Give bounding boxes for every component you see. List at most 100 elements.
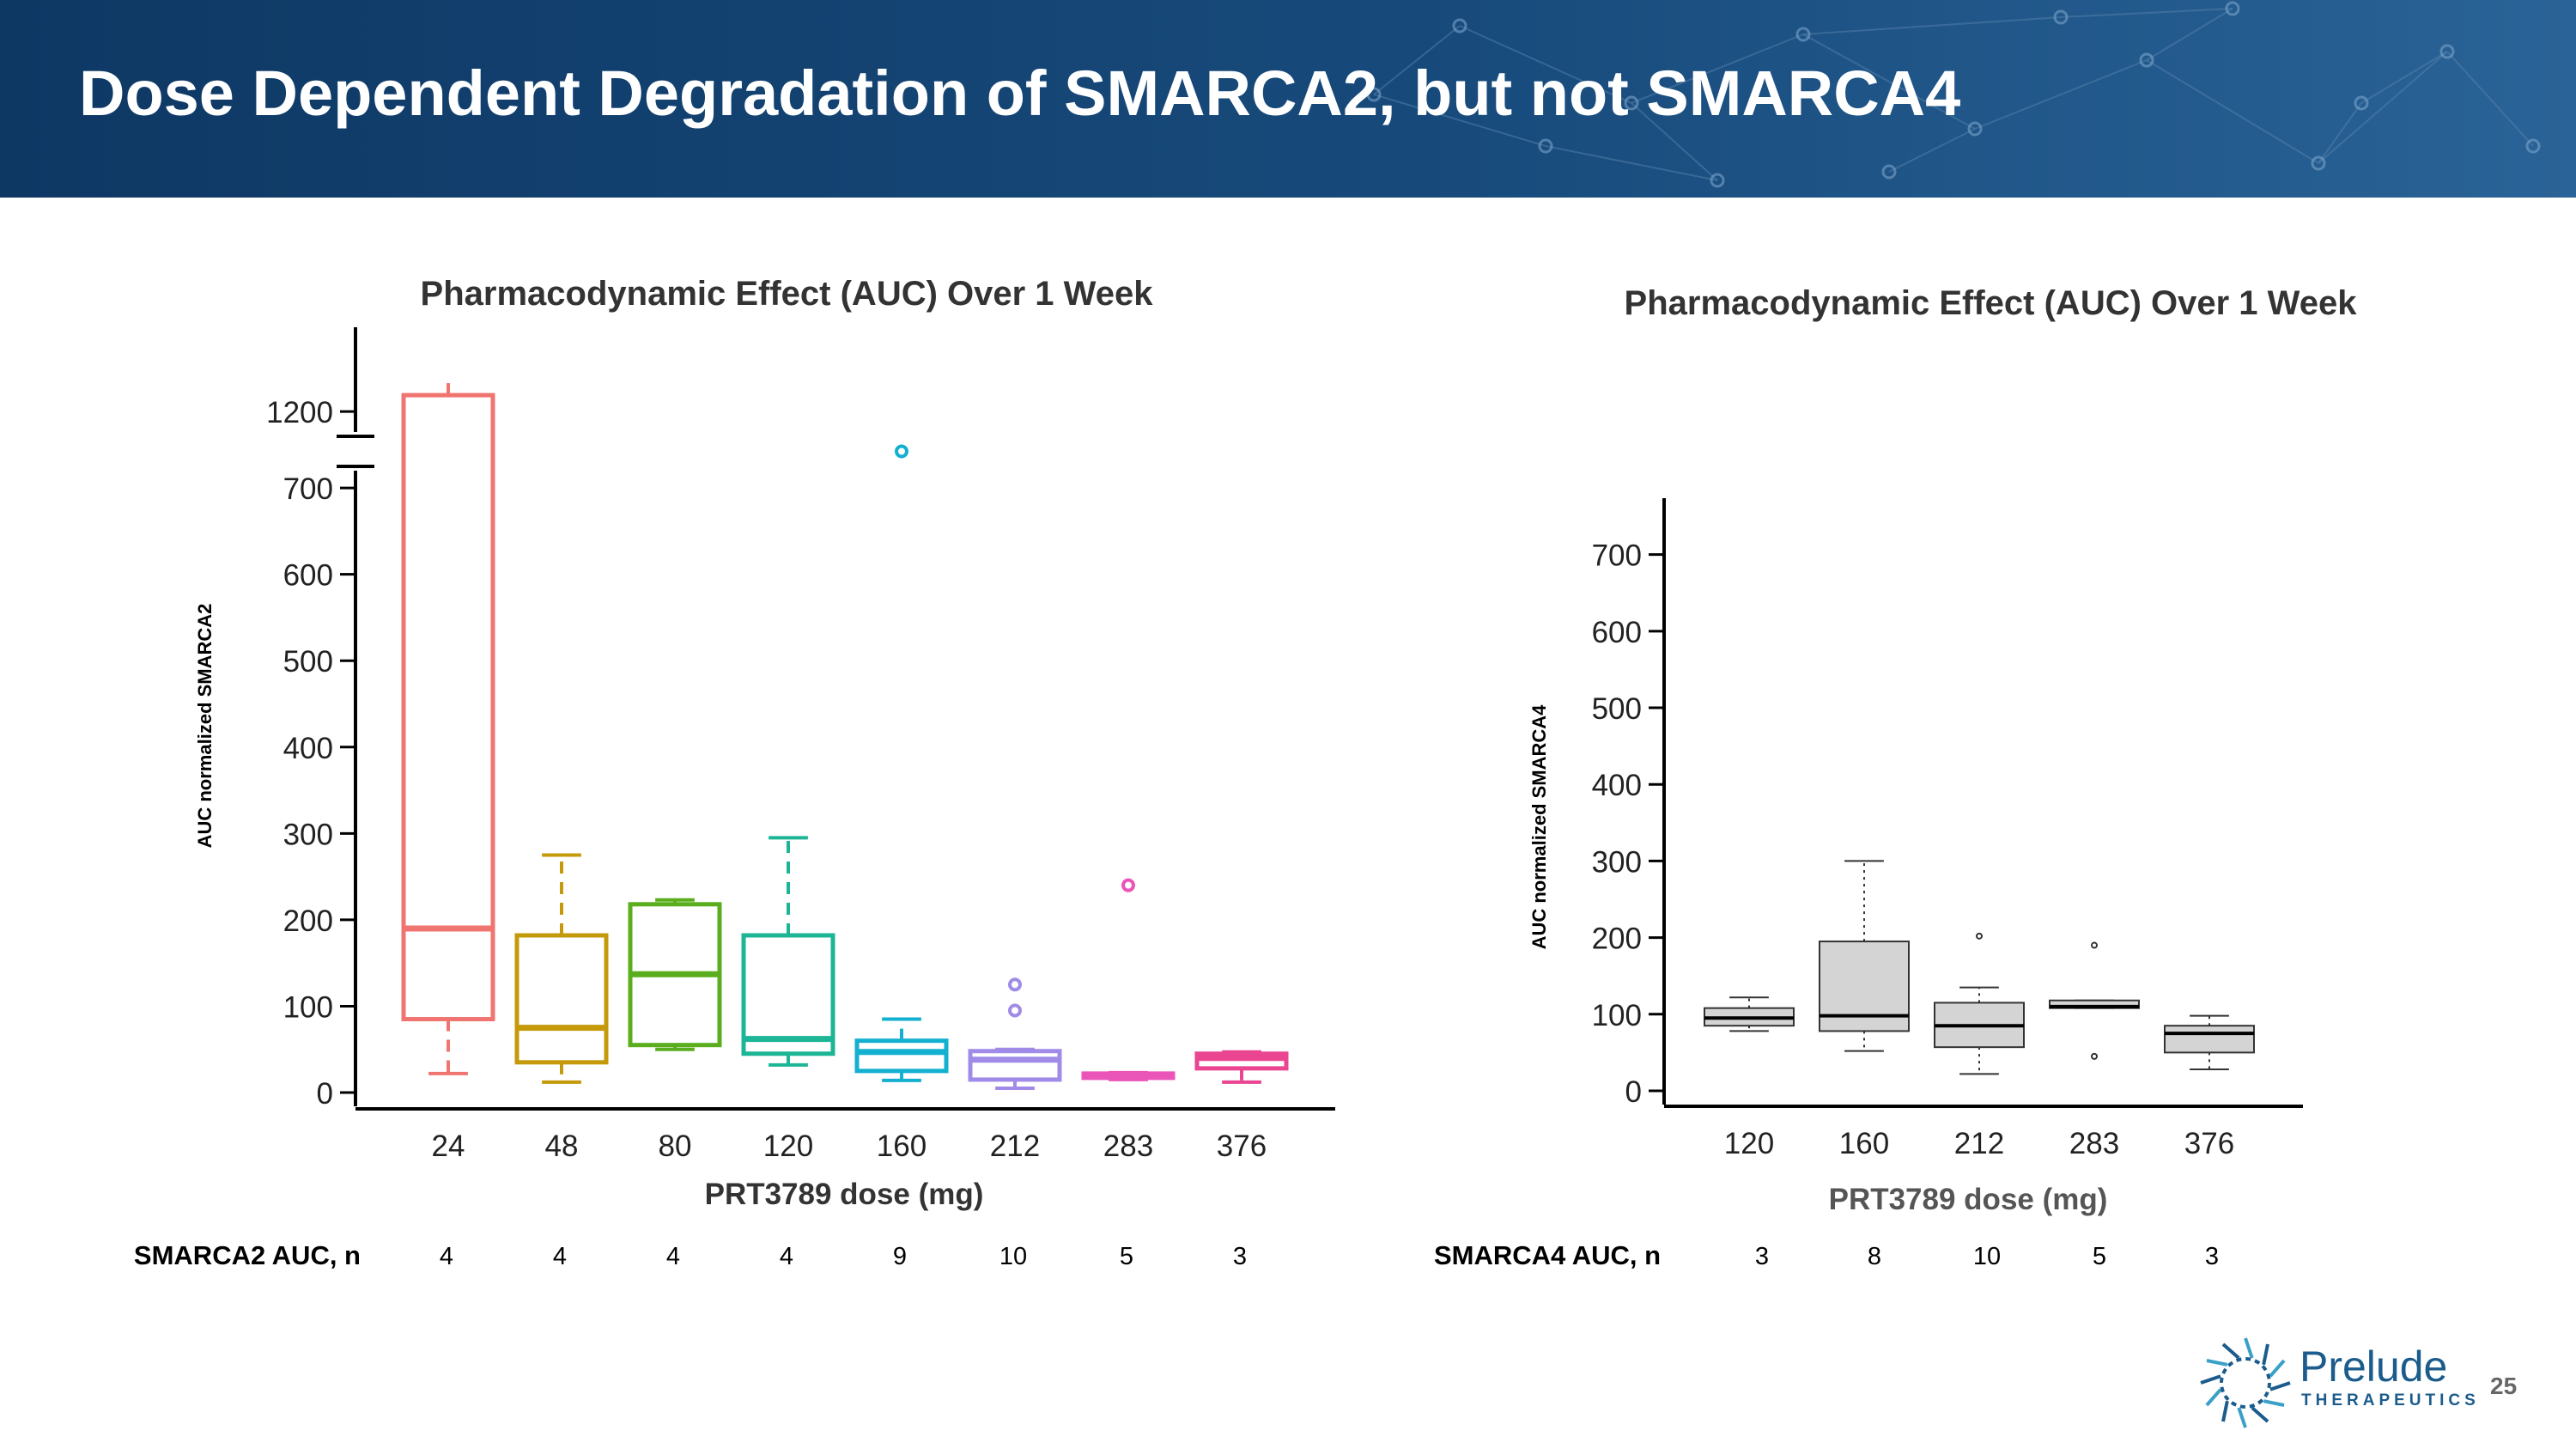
logo-ray <box>2244 1337 2254 1359</box>
x-tick-label: 376 <box>2184 1127 2234 1160</box>
y-tick-label: 300 <box>1592 845 1642 879</box>
x-axis-label: PRT3789 dose (mg) <box>705 1178 984 1211</box>
network-line <box>1974 59 2148 130</box>
n-value: 3 <box>2205 1243 2219 1270</box>
y-tick-label: 300 <box>283 818 333 851</box>
logo-ring <box>2220 1357 2271 1409</box>
x-tick-label: 80 <box>659 1129 692 1163</box>
x-tick-label: 48 <box>545 1129 579 1163</box>
y-tick-label: 0 <box>317 1077 333 1111</box>
network-line <box>2446 51 2534 147</box>
network-line <box>2146 8 2233 61</box>
network-line <box>1459 25 1632 104</box>
n-value: 5 <box>1120 1243 1133 1270</box>
network-line <box>1802 16 2062 35</box>
y-tick-label: 200 <box>283 904 333 938</box>
network-line <box>1373 94 1546 147</box>
x-tick-label: 212 <box>990 1129 1040 1163</box>
n-value: 4 <box>440 1243 453 1270</box>
brand-name: Prelude <box>2300 1342 2448 1391</box>
y-tick-label: 200 <box>1592 922 1642 956</box>
n-value: 8 <box>1868 1243 1881 1270</box>
x-tick-label: 283 <box>2069 1127 2119 1160</box>
x-tick-label: 376 <box>1217 1129 1267 1163</box>
n-value: 3 <box>1755 1243 1769 1270</box>
box-iqr <box>514 933 609 1065</box>
n-value: 9 <box>893 1243 907 1270</box>
network-line <box>1631 102 1718 181</box>
network-line <box>2146 59 2319 164</box>
network-node <box>2439 44 2455 59</box>
network-line <box>1373 25 1461 95</box>
box-iqr <box>1819 941 1910 1032</box>
y-tick-label: 500 <box>1592 692 1642 726</box>
logo-ray <box>2237 1407 2247 1428</box>
network-node <box>1795 27 1811 42</box>
network-node <box>1624 95 1639 111</box>
brand-tagline: THERAPEUTICS <box>2301 1391 2480 1409</box>
logo-ray <box>2200 1374 2221 1385</box>
outlier-point <box>1008 977 1022 992</box>
y-tick-label: 1200 <box>266 396 333 429</box>
x-tick-label: 160 <box>1839 1127 1889 1160</box>
y-tick-label: 100 <box>283 990 333 1024</box>
y-tick-label: 0 <box>1625 1075 1642 1109</box>
outlier-point <box>1121 878 1135 892</box>
chart-title: Pharmacodynamic Effect (AUC) Over 1 Week <box>421 275 1154 313</box>
box-iqr <box>968 1049 1062 1082</box>
x-axis-label: PRT3789 dose (mg) <box>1829 1183 2108 1216</box>
network-node <box>1710 173 1725 188</box>
y-tick-label: 100 <box>1592 999 1642 1032</box>
network-line <box>1545 145 1718 181</box>
logo-ray <box>2269 1359 2286 1378</box>
network-node <box>1366 87 1382 102</box>
y-tick-label: 500 <box>283 645 333 679</box>
logo-ray <box>2262 1343 2269 1366</box>
x-tick-label: 120 <box>1724 1127 1774 1160</box>
logo-ray <box>2269 1381 2291 1391</box>
n-row-label: SMARCA2 AUC, n <box>134 1240 361 1270</box>
x-tick-label: 160 <box>877 1129 927 1163</box>
n-value: 4 <box>666 1243 680 1270</box>
header-banner: Dose Dependent Degradation of SMARCA2, b… <box>0 0 2576 198</box>
x-tick-label: 24 <box>432 1129 465 1163</box>
n-value: 4 <box>553 1243 567 1270</box>
network-node <box>1967 121 1983 137</box>
y-tick-label: 400 <box>283 732 333 765</box>
y-axis-label: AUC normalized SMARCA4 <box>1528 704 1550 950</box>
page-number: 25 <box>2490 1373 2518 1399</box>
network-node <box>2525 138 2541 154</box>
y-axis-label: AUC normalized SMARCA2 <box>194 604 216 849</box>
x-tick-label: 212 <box>1954 1127 2004 1160</box>
network-node <box>2354 95 2369 111</box>
network-node <box>2311 155 2326 171</box>
n-value: 4 <box>780 1243 793 1270</box>
network-node <box>1538 138 1553 154</box>
logo-ray <box>2263 1399 2285 1407</box>
outlier-point <box>1008 1003 1022 1018</box>
logo-ray <box>2221 1342 2240 1360</box>
network-line <box>1802 33 1976 130</box>
network-line <box>2060 8 2233 18</box>
y-tick-label: 600 <box>1592 616 1642 649</box>
network-node <box>2139 52 2154 68</box>
box-iqr <box>741 933 835 1056</box>
outlier-point <box>1976 932 1983 940</box>
chart-title: Pharmacodynamic Effect (AUC) Over 1 Week <box>1625 284 2358 322</box>
outlier-point <box>2091 1052 2098 1060</box>
network-node <box>1881 164 1897 180</box>
logo-ray <box>2205 1388 2222 1407</box>
n-value: 5 <box>2093 1243 2106 1270</box>
outlier-point <box>895 444 908 459</box>
box-iqr <box>2164 1025 2255 1054</box>
slide-title: Dose Dependent Degradation of SMARCA2, b… <box>79 58 1961 129</box>
network-line <box>2318 51 2448 164</box>
n-row-label: SMARCA4 AUC, n <box>1434 1240 1661 1270</box>
network-node <box>1452 18 1467 33</box>
y-tick-label: 400 <box>1592 769 1642 802</box>
logo-ray <box>2251 1406 2269 1423</box>
network-decoration-icon <box>1366 1 2541 188</box>
outlier-point <box>2091 941 2098 949</box>
